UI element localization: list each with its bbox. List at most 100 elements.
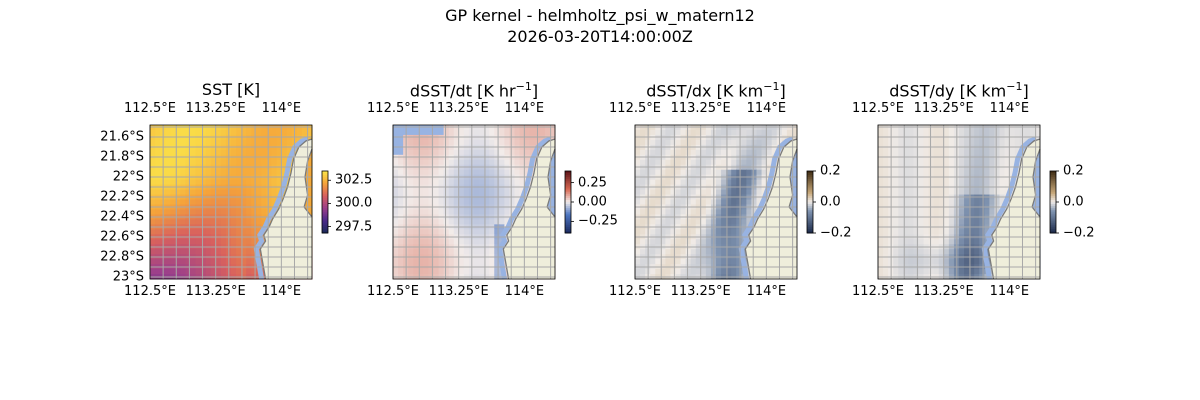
colorbar-tick-label: −0.25 — [578, 213, 618, 229]
map-cell — [266, 159, 272, 166]
map-cell — [979, 209, 985, 215]
map-cell — [943, 154, 950, 161]
map-cell — [514, 179, 521, 186]
map-cell — [499, 179, 505, 186]
map-cell — [938, 129, 945, 136]
map-cell — [474, 199, 480, 205]
map-cell — [448, 269, 455, 275]
map-cell — [918, 239, 925, 245]
map-cell — [746, 134, 752, 141]
map-cell — [220, 144, 227, 151]
map-cell — [999, 199, 1006, 205]
map-cell — [524, 169, 531, 176]
map-cell — [398, 189, 404, 196]
map-cell — [655, 179, 661, 186]
map-cell — [761, 125, 768, 131]
map-cell — [458, 159, 465, 166]
map-cell — [923, 229, 930, 235]
map-cell — [479, 134, 485, 141]
map-cell — [474, 134, 480, 141]
map-cell — [903, 149, 909, 156]
map-cell — [781, 129, 788, 136]
map-cell — [635, 249, 641, 255]
colorbar-segment — [565, 208, 571, 211]
map-cell — [236, 249, 242, 255]
map-cell — [756, 154, 763, 161]
colorbar-segment — [1050, 171, 1056, 174]
map-cell — [690, 139, 697, 146]
map-cell — [918, 259, 925, 265]
map-cell — [150, 179, 156, 186]
map-cell — [413, 149, 419, 156]
map-cell — [165, 199, 171, 205]
map-cell — [236, 189, 242, 196]
map-cell — [705, 134, 712, 141]
map-cell — [731, 134, 737, 141]
map-cell — [489, 219, 495, 225]
map-cell — [959, 269, 965, 275]
map-cell — [433, 189, 440, 196]
map-cell — [544, 125, 551, 131]
map-cell — [943, 219, 950, 225]
map-cell — [938, 259, 945, 265]
colorbar-segment — [1050, 185, 1056, 189]
map-cell — [665, 154, 671, 161]
map-cell — [398, 269, 404, 275]
map-cell — [398, 125, 404, 131]
map-cell — [928, 199, 935, 205]
map-cell — [974, 239, 980, 245]
map-cell — [685, 229, 692, 235]
map-cell — [943, 259, 950, 265]
map-cell — [680, 259, 687, 265]
map-cell — [150, 219, 156, 225]
map-cell — [670, 209, 676, 215]
map-cell — [494, 189, 500, 196]
map-cell — [281, 139, 288, 146]
map-cell — [751, 209, 757, 215]
map-cell — [241, 269, 247, 275]
map-cell — [489, 239, 495, 245]
lon-label-top: 113.25°E — [428, 101, 489, 116]
map-cell — [185, 125, 191, 131]
map-cell — [241, 129, 247, 136]
map-cell — [241, 209, 247, 215]
map-cell — [989, 134, 995, 141]
map-cell — [700, 139, 707, 146]
map-cell — [705, 189, 712, 196]
map-cell — [246, 125, 252, 131]
map-cell — [484, 189, 490, 196]
map-cell — [200, 269, 207, 275]
map-cell — [215, 239, 222, 245]
map-cell — [195, 139, 202, 146]
map-cell — [893, 154, 899, 161]
map-cell — [933, 179, 940, 186]
map-cell — [200, 199, 207, 205]
map-cell — [736, 125, 742, 131]
lon-label-bottom: 112.5°E — [367, 284, 419, 299]
map-cell — [700, 259, 707, 265]
colorbar-segment — [565, 173, 571, 176]
map-cell — [504, 149, 510, 156]
map-cell — [514, 139, 521, 146]
map-cell — [539, 134, 546, 141]
map-cell — [736, 154, 742, 161]
map-cell — [489, 139, 495, 146]
map-cell — [463, 149, 470, 156]
map-cell — [913, 169, 919, 176]
map-cell — [155, 169, 161, 176]
map-cell — [969, 129, 975, 136]
map-cell — [635, 239, 641, 245]
lon-label-top: 113.25°E — [913, 101, 974, 116]
map-cell — [655, 125, 661, 131]
colorbar-segment — [1050, 197, 1056, 201]
map-cell — [499, 159, 505, 166]
map-cell — [705, 159, 712, 166]
map-cell — [418, 149, 424, 156]
map-cell — [741, 149, 747, 156]
map-cell — [984, 149, 990, 156]
map-cell — [948, 159, 955, 166]
map-cell — [726, 144, 732, 151]
map-cell — [286, 139, 293, 146]
map-cell — [756, 144, 763, 151]
map-cell — [665, 134, 671, 141]
